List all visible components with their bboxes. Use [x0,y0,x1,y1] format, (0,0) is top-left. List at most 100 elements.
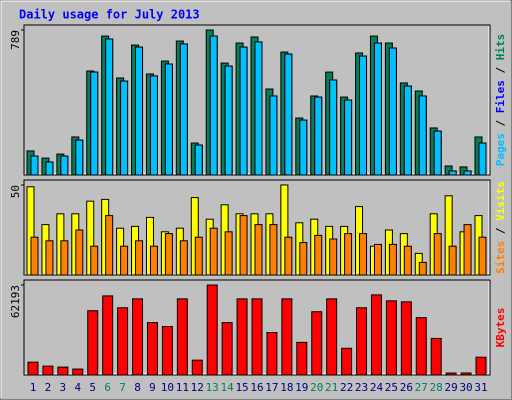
legend-separator: / [494,113,507,133]
bar [299,119,308,176]
bar [60,240,69,276]
bar [236,298,248,376]
bar [284,53,293,176]
legend-entry: Files [494,80,507,113]
bar [254,41,263,176]
x-tick-label: 28 [430,381,443,394]
bar [117,307,129,376]
bar [344,99,353,176]
bar [478,236,487,276]
x-tick-label: 25 [385,381,398,394]
x-tick-label: 22 [340,381,353,394]
bar [373,42,382,176]
bar [433,233,442,276]
bar [418,95,427,176]
bar [30,155,39,176]
y-tick-label: 789 [9,30,22,50]
bar [161,326,173,376]
bar [418,261,427,276]
legend: Pages / Files / Hits [494,34,507,167]
bar [75,139,84,176]
bar [135,46,144,176]
legend-separator: / [494,60,507,80]
bar [149,75,158,176]
bar [296,341,308,376]
bar [42,365,54,376]
x-tick-label: 7 [119,381,126,394]
bar [403,245,412,276]
legend-entry: Hits [494,34,507,61]
bar [30,236,39,276]
x-tick-label: 5 [89,381,96,394]
bar [329,238,338,276]
legend: Sites / Visits [494,181,507,274]
bar [311,311,323,376]
x-tick-label: 20 [310,381,323,394]
x-tick-label: 8 [134,381,141,394]
bar [179,240,188,276]
bar [299,242,308,276]
x-tick-label: 15 [235,381,248,394]
bar [448,245,457,276]
bar [224,65,233,176]
bar [251,298,263,376]
bar [75,229,84,276]
bar [359,233,368,276]
legend-entry: KBytes [494,308,507,348]
bar [388,47,397,176]
bar [72,368,84,376]
bar [164,233,173,276]
bar [45,240,54,276]
legend: KBytes [494,308,507,348]
x-tick-label: 18 [280,381,293,394]
bar [475,356,487,376]
bar [269,224,278,276]
chart-title: Daily usage for July 2013 [19,8,200,22]
bar [254,224,263,276]
bar [284,236,293,276]
bar [388,243,397,276]
bar [344,233,353,276]
bar [90,71,99,176]
bar [209,227,218,276]
bar [266,331,278,376]
bar [415,317,427,376]
x-tick-label: 9 [149,381,156,394]
x-tick-label: 4 [74,381,81,394]
bar [314,96,323,176]
bar [224,231,233,276]
bar [326,298,338,376]
x-tick-label: 6 [104,381,111,394]
y-tick-label: 50 [9,185,22,198]
bar [403,85,412,176]
bar [120,245,129,276]
bar [269,95,278,176]
bar [194,236,203,276]
bar [221,322,233,376]
bar [329,79,338,176]
bar [356,307,368,376]
legend-entry: Sites [494,241,507,274]
x-tick-label: 16 [250,381,263,394]
bar [239,215,248,276]
x-tick-label: 10 [161,381,174,394]
bar [206,284,218,376]
bar [430,337,442,376]
x-tick-label: 21 [325,381,338,394]
legend-entry: Visits [494,181,507,221]
bar [105,215,114,276]
bar [90,245,99,276]
x-tick-label: 2 [45,381,52,394]
bar [87,310,99,376]
x-tick-label: 17 [265,381,278,394]
x-tick-label: 3 [60,381,67,394]
x-tick-label: 19 [295,381,308,394]
bar [448,170,457,176]
bar [370,294,382,376]
x-tick-label: 31 [474,381,487,394]
bar [146,322,158,376]
x-tick-label: 11 [176,381,189,394]
